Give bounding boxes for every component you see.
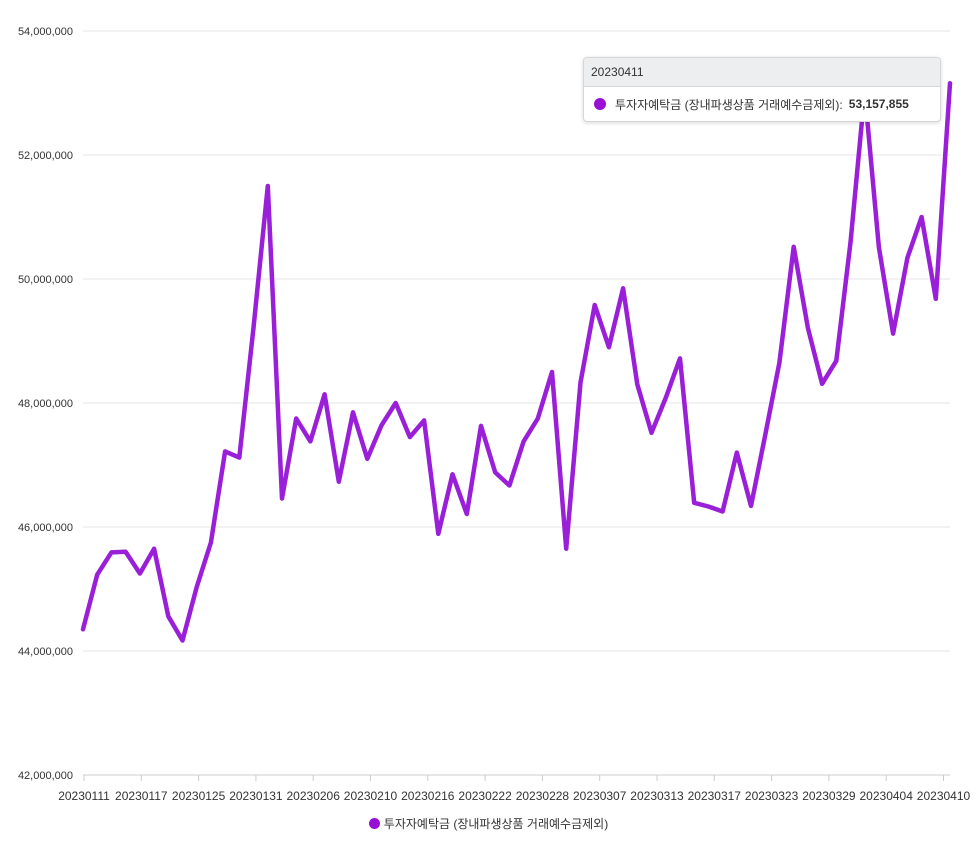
data-point[interactable] — [521, 439, 525, 443]
data-point[interactable] — [564, 547, 568, 551]
y-tick-label: 48,000,000 — [18, 398, 73, 410]
x-tick-label: 20230404 — [860, 789, 914, 803]
data-point[interactable] — [365, 457, 369, 461]
data-point[interactable] — [905, 256, 909, 260]
x-tick-label: 20230131 — [229, 789, 283, 803]
x-tick-label: 20230317 — [688, 789, 742, 803]
data-point[interactable] — [465, 512, 469, 516]
data-point[interactable] — [692, 501, 696, 505]
data-point[interactable] — [934, 297, 938, 301]
data-point[interactable] — [578, 380, 582, 384]
data-point[interactable] — [820, 382, 824, 386]
series-line[interactable] — [80, 80, 953, 643]
data-point[interactable] — [251, 325, 255, 329]
data-point[interactable] — [393, 401, 397, 405]
data-point[interactable] — [507, 483, 511, 487]
x-tick-label: 20230206 — [287, 789, 341, 803]
data-point[interactable] — [266, 184, 270, 188]
y-tick-label: 44,000,000 — [18, 646, 73, 658]
x-tick-label: 20230313 — [630, 789, 684, 803]
data-point[interactable] — [678, 356, 682, 360]
x-tick-label: 20230410 — [917, 789, 971, 803]
data-point[interactable] — [422, 418, 426, 422]
data-point[interactable] — [877, 245, 881, 249]
x-tick-label: 20230329 — [802, 789, 856, 803]
y-tick-label: 52,000,000 — [18, 150, 73, 162]
y-tick-label: 42,000,000 — [18, 770, 73, 782]
tooltip-header: 20230411 — [584, 58, 940, 87]
data-point[interactable] — [948, 81, 952, 85]
data-point[interactable] — [408, 435, 412, 439]
x-tick-label: 20230111 — [58, 789, 110, 803]
data-point[interactable] — [592, 303, 596, 307]
data-point[interactable] — [180, 638, 184, 642]
data-point[interactable] — [294, 416, 298, 420]
data-point[interactable] — [834, 359, 838, 363]
data-point[interactable] — [493, 470, 497, 474]
x-tick-label: 20230228 — [516, 789, 570, 803]
y-tick-label: 46,000,000 — [18, 522, 73, 534]
data-point[interactable] — [450, 472, 454, 476]
tooltip-series-dot-icon — [594, 98, 606, 110]
data-point[interactable] — [436, 532, 440, 536]
data-point[interactable] — [536, 416, 540, 420]
data-point[interactable] — [735, 450, 739, 454]
data-point[interactable] — [152, 547, 156, 551]
data-point[interactable] — [123, 550, 127, 554]
data-point[interactable] — [749, 504, 753, 508]
data-point[interactable] — [706, 504, 710, 508]
x-tick-label: 20230210 — [344, 789, 398, 803]
tooltip-series-label: 투자자예탁금 (장내파생상품 거래예수금제외): — [615, 97, 843, 112]
data-point[interactable] — [351, 410, 355, 414]
data-point[interactable] — [791, 245, 795, 249]
tooltip-value: 53,157,855 — [848, 97, 909, 111]
legend-series-label: 투자자예탁금 (장내파생상품 거래예수금제외) — [383, 817, 609, 831]
x-tick-label: 20230307 — [573, 789, 627, 803]
data-point[interactable] — [237, 455, 241, 459]
x-tick-label: 20230216 — [401, 789, 455, 803]
data-point[interactable] — [166, 614, 170, 618]
data-point[interactable] — [777, 361, 781, 365]
data-point[interactable] — [806, 326, 810, 330]
data-point[interactable] — [550, 370, 554, 374]
data-point[interactable] — [635, 382, 639, 386]
data-point[interactable] — [379, 423, 383, 427]
data-point[interactable] — [664, 396, 668, 400]
legend-series-dot-icon — [368, 818, 380, 829]
data-point[interactable] — [308, 439, 312, 443]
data-point[interactable] — [95, 573, 99, 577]
data-point[interactable] — [109, 550, 113, 554]
data-point[interactable] — [919, 215, 923, 219]
data-point[interactable] — [280, 496, 284, 500]
y-tick-label: 54,000,000 — [18, 26, 73, 38]
data-point[interactable] — [649, 431, 653, 435]
data-point[interactable] — [138, 571, 142, 575]
data-point[interactable] — [209, 540, 213, 544]
data-point[interactable] — [479, 424, 483, 428]
data-point[interactable] — [607, 345, 611, 349]
data-point[interactable] — [621, 286, 625, 290]
data-point[interactable] — [763, 433, 767, 437]
data-point[interactable] — [720, 509, 724, 513]
data-point[interactable] — [81, 627, 85, 631]
chart-legend[interactable]: 투자자예탁금 (장내파생상품 거래예수금제외) — [0, 815, 977, 832]
x-tick-label: 20230222 — [458, 789, 512, 803]
x-tick-label: 20230323 — [745, 789, 799, 803]
data-point[interactable] — [848, 240, 852, 244]
x-tick-label: 20230125 — [172, 789, 226, 803]
y-tick-label: 50,000,000 — [18, 274, 73, 286]
data-point[interactable] — [891, 331, 895, 335]
x-tick-label: 20230117 — [115, 789, 168, 803]
data-point[interactable] — [337, 480, 341, 484]
data-point[interactable] — [322, 392, 326, 396]
chart-tooltip: 20230411 투자자예탁금 (장내파생상품 거래예수금제외): 53,157… — [583, 57, 941, 122]
data-point[interactable] — [223, 449, 227, 453]
data-point[interactable] — [195, 585, 199, 589]
tooltip-body: 투자자예탁금 (장내파생상품 거래예수금제외): 53,157,855 — [584, 87, 940, 121]
